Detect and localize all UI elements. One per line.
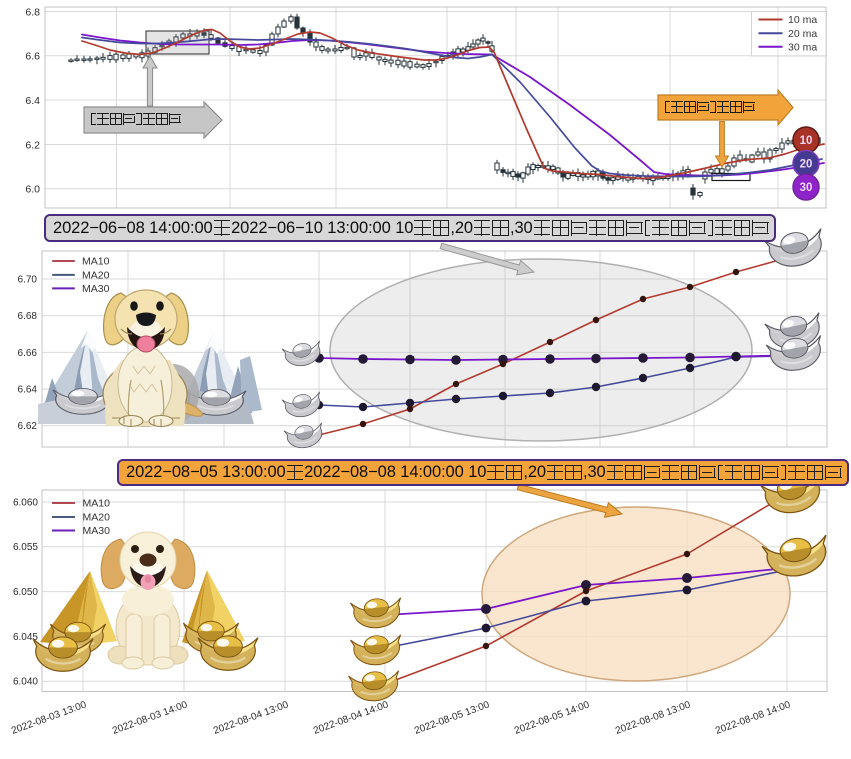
svg-text:6.64: 6.64 bbox=[18, 385, 38, 396]
svg-text:6.8: 6.8 bbox=[25, 6, 40, 18]
svg-text:6.62: 6.62 bbox=[18, 421, 38, 432]
svg-text:6.050: 6.050 bbox=[13, 587, 38, 598]
svg-text:6.0: 6.0 bbox=[25, 184, 40, 196]
svg-text:MA30: MA30 bbox=[82, 283, 110, 295]
svg-text:2022-08-05 13:00: 2022-08-05 13:00 bbox=[413, 699, 491, 736]
svg-text:2022-08-08 13:00: 2022-08-08 13:00 bbox=[614, 699, 692, 736]
svg-text:20 ma: 20 ma bbox=[788, 28, 817, 40]
svg-text:30 ma: 30 ma bbox=[788, 41, 817, 53]
svg-text:MA20: MA20 bbox=[82, 270, 110, 282]
svg-text:2022-08-04 13:00: 2022-08-04 13:00 bbox=[212, 699, 290, 736]
svg-text:6.060: 6.060 bbox=[13, 497, 38, 508]
svg-text:6.66: 6.66 bbox=[18, 348, 38, 359]
svg-text:6.045: 6.045 bbox=[13, 632, 38, 643]
svg-text:MA30: MA30 bbox=[83, 525, 111, 537]
svg-text:6.4: 6.4 bbox=[25, 95, 40, 107]
svg-text:2022-08-03 14:00: 2022-08-03 14:00 bbox=[111, 699, 189, 736]
svg-text:MA10: MA10 bbox=[82, 256, 110, 268]
svg-text:MA10: MA10 bbox=[83, 498, 111, 510]
svg-text:2022-08-04 14:00: 2022-08-04 14:00 bbox=[312, 699, 390, 736]
svg-text:6.055: 6.055 bbox=[13, 542, 38, 553]
svg-text:10 ma: 10 ma bbox=[788, 14, 817, 26]
svg-text:6.040: 6.040 bbox=[13, 677, 38, 688]
svg-text:6.2: 6.2 bbox=[25, 139, 40, 151]
svg-text:10: 10 bbox=[800, 135, 813, 147]
svg-text:20: 20 bbox=[800, 159, 813, 171]
svg-text:MA20: MA20 bbox=[83, 512, 111, 524]
svg-text:2022-08-03 13:00: 2022-08-03 13:00 bbox=[10, 699, 88, 736]
svg-text:6.70: 6.70 bbox=[18, 274, 38, 285]
svg-text:6.68: 6.68 bbox=[18, 311, 38, 322]
svg-text:2022-08-08 14:00: 2022-08-08 14:00 bbox=[714, 699, 792, 736]
svg-text:30: 30 bbox=[800, 182, 813, 194]
svg-text:2022-08-05 14:00: 2022-08-05 14:00 bbox=[513, 699, 591, 736]
svg-text:6.6: 6.6 bbox=[25, 51, 40, 63]
